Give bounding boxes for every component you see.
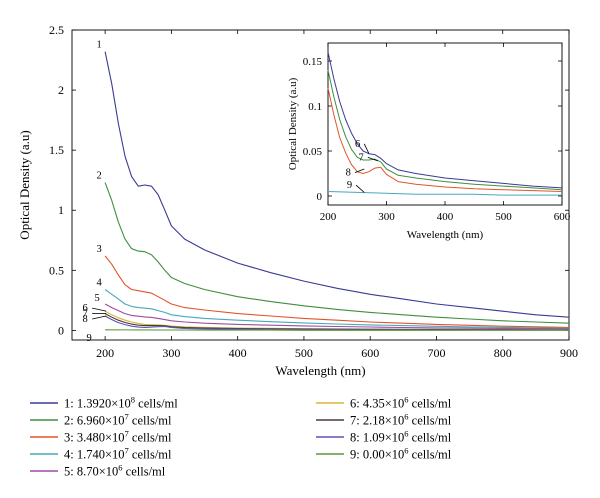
- inset-series-line-2: [327, 69, 563, 191]
- inset-y-tick-label: 0.05: [303, 146, 323, 158]
- inset-series-line-4: [327, 191, 562, 196]
- inset-x-tick-label: 500: [495, 211, 512, 223]
- main-curve-label: 3: [97, 244, 102, 255]
- main-curve-label: 6: [83, 303, 88, 314]
- main-curve-label: 4: [97, 278, 103, 289]
- main-y-tick-label: 1: [58, 203, 64, 217]
- main-curve-label: 5: [95, 293, 100, 304]
- legend-entry-3: 3: 3.480×107 cells/ml: [64, 429, 172, 445]
- main-y-tick-label: 2: [58, 83, 64, 97]
- legend-entry-7: 7: 2.18×106 cells/ml: [350, 412, 452, 428]
- inset-curve-arrow: [355, 184, 365, 193]
- inset-x-tick-label: 400: [437, 211, 454, 223]
- main-y-tick-label: 1.5: [49, 143, 64, 157]
- main-x-tick-label: 400: [229, 346, 247, 360]
- main-x-tick-label: 300: [162, 346, 180, 360]
- inset-x-tick-label: 300: [378, 211, 395, 223]
- main-x-tick-label: 600: [361, 346, 379, 360]
- inset-series-line-1: [327, 51, 563, 189]
- main-series-line-5: [104, 303, 570, 330]
- main-x-axis-title: Wavelength (nm): [275, 363, 365, 378]
- inset-curve-label: 9: [347, 180, 352, 191]
- main-series-line-3: [104, 255, 570, 328]
- legend-entry-6: 6: 4.35×106 cells/ml: [350, 395, 452, 411]
- inset-x-tick-label: 600: [554, 211, 571, 223]
- inset-series-line-3: [327, 87, 563, 192]
- main-y-tick-label: 0.5: [49, 263, 64, 277]
- main-y-tick-label: 0: [58, 323, 64, 337]
- inset-curve-label: 8: [346, 168, 351, 179]
- inset-y-tick-label: 0.15: [303, 56, 323, 68]
- main-curve-label: 1: [97, 40, 102, 51]
- main-curve-label: 2: [97, 171, 102, 182]
- inset-curve-label: 7: [359, 152, 364, 163]
- inset-curve-label: 6: [355, 139, 360, 150]
- main-series-line-2: [104, 182, 570, 324]
- legend-entry-1: 1: 1.3920×108 cells/ml: [64, 395, 178, 411]
- inset-x-axis-title: Wavelength (nm): [407, 229, 484, 241]
- legend-entry-4: 4: 1.740×107 cells/ml: [64, 446, 172, 462]
- inset-y-axis-title: Optical Density (a.u): [287, 77, 299, 170]
- inset-y-tick-label: 0: [317, 191, 323, 203]
- main-y-tick-label: 2.5: [49, 23, 64, 37]
- main-series-line-1: [104, 51, 570, 318]
- inset-y-tick-label: 0.1: [308, 101, 322, 113]
- main-y-axis-title: Optical Density (a.u): [17, 130, 32, 239]
- main-series-line-9: [105, 329, 569, 331]
- main-curve-label: 9: [87, 333, 92, 344]
- main-series-line-4: [104, 289, 570, 329]
- inset-curve-arrow: [363, 143, 370, 154]
- legend-entry-5: 5: 8.70×106 cells/ml: [64, 463, 166, 479]
- inset-plot-frame: [327, 42, 563, 206]
- main-curve-label: 7: [83, 309, 88, 320]
- main-x-tick-label: 800: [494, 346, 512, 360]
- main-curve-arrow: [92, 307, 107, 312]
- legend-entry-8: 8: 1.09×106 cells/ml: [350, 429, 452, 445]
- main-x-tick-label: 200: [96, 346, 114, 360]
- main-x-tick-label: 500: [295, 346, 313, 360]
- main-x-tick-label: 900: [560, 346, 578, 360]
- inset-curve-arrow: [354, 168, 365, 173]
- inset-x-tick-label: 200: [320, 211, 337, 223]
- legend-entry-9: 9: 0.00×106 cells/ml: [350, 446, 452, 462]
- legend-entry-2: 2: 6.960×107 cells/ml: [64, 412, 172, 428]
- main-x-tick-label: 700: [427, 346, 445, 360]
- main-curve-arrow: [92, 315, 107, 320]
- inset-curve-arrow: [367, 156, 378, 162]
- main-curve-label: 8: [83, 314, 88, 325]
